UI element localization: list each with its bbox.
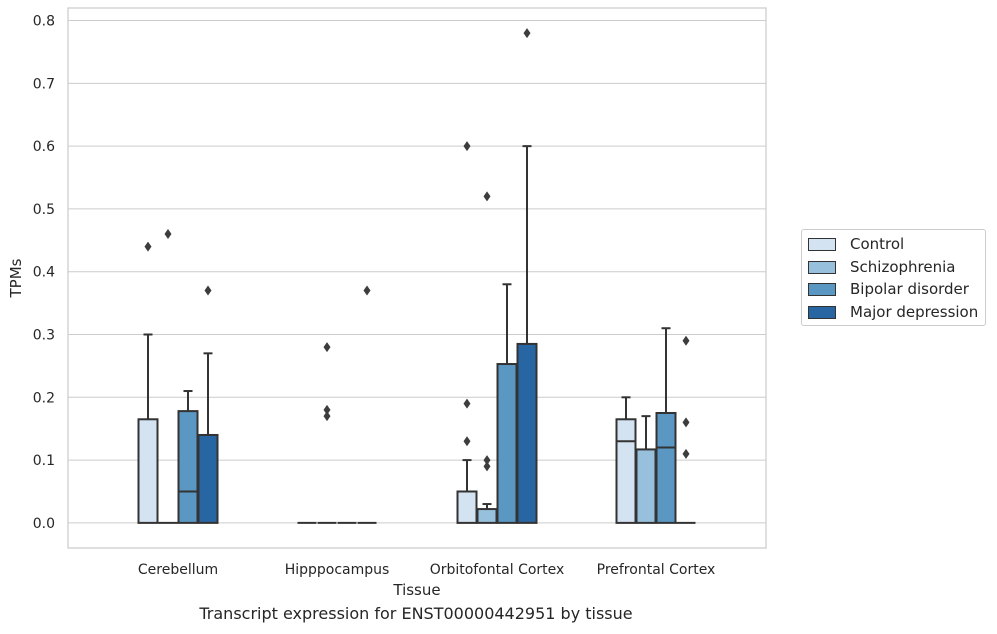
legend-label-bipolar-disorder: Bipolar disorder xyxy=(850,280,969,298)
y-tick-label: 0.3 xyxy=(33,328,55,344)
legend-label-major-depression: Major depression xyxy=(850,303,979,321)
outlier-point xyxy=(463,436,471,447)
box xyxy=(476,508,498,524)
x-tick-label: Orbitofontal Cortex xyxy=(430,562,565,578)
y-tick-label: 0.8 xyxy=(33,14,55,30)
outlier-point xyxy=(483,455,491,466)
legend-item-schizophrenia: Schizophrenia xyxy=(808,257,955,277)
outlier-point xyxy=(682,417,690,428)
y-tick-label: 0.1 xyxy=(33,453,55,469)
outlier-point xyxy=(323,342,331,353)
legend-swatch-major-depression xyxy=(808,305,836,319)
legend-label-schizophrenia: Schizophrenia xyxy=(850,258,956,276)
box xyxy=(137,418,159,524)
outlier-point xyxy=(144,241,152,252)
outlier-point xyxy=(682,335,690,346)
x-tick-label: Hipppocampus xyxy=(285,562,390,578)
box xyxy=(177,410,199,524)
y-tick-label: 0.4 xyxy=(33,265,55,281)
box xyxy=(615,418,637,524)
legend-item-bipolar-disorder: Bipolar disorder xyxy=(808,279,969,299)
legend-swatch-schizophrenia xyxy=(808,260,836,274)
chart-legend: Control Schizophrenia Bipolar disorder M… xyxy=(801,229,986,326)
y-axis-label: TPMs xyxy=(7,258,25,298)
box xyxy=(197,433,219,524)
y-tick-label: 0.0 xyxy=(33,516,55,532)
box xyxy=(655,412,677,524)
chart-caption: Transcript expression for ENST0000044295… xyxy=(199,604,633,623)
legend-item-control: Control xyxy=(808,234,904,254)
legend-item-major-depression: Major depression xyxy=(808,302,978,322)
y-tick-label: 0.7 xyxy=(33,76,55,92)
y-tick-label: 0.5 xyxy=(33,202,55,218)
box xyxy=(496,363,518,524)
outlier-point xyxy=(483,191,491,202)
outlier-point xyxy=(682,448,690,459)
legend-label-control: Control xyxy=(850,235,905,253)
box xyxy=(456,490,478,524)
plot-frame xyxy=(67,7,767,549)
outlier-point xyxy=(363,285,371,296)
legend-swatch-control xyxy=(808,237,836,251)
y-tick-label: 0.2 xyxy=(33,390,55,406)
outlier-point xyxy=(523,28,531,39)
outlier-point xyxy=(483,461,491,472)
box xyxy=(516,342,538,524)
y-tick-label: 0.6 xyxy=(33,139,55,155)
outlier-point xyxy=(323,404,331,415)
outlier-point xyxy=(164,229,172,240)
x-tick-label: Cerebellum xyxy=(138,562,218,578)
x-tick-label: Prefrontal Cortex xyxy=(597,562,716,578)
outlier-point xyxy=(463,398,471,409)
box xyxy=(635,448,657,524)
outlier-point xyxy=(204,285,212,296)
outlier-point xyxy=(463,141,471,152)
outlier-point xyxy=(323,411,331,422)
legend-swatch-bipolar-disorder xyxy=(808,282,836,296)
x-axis-label: Tissue xyxy=(392,581,440,599)
